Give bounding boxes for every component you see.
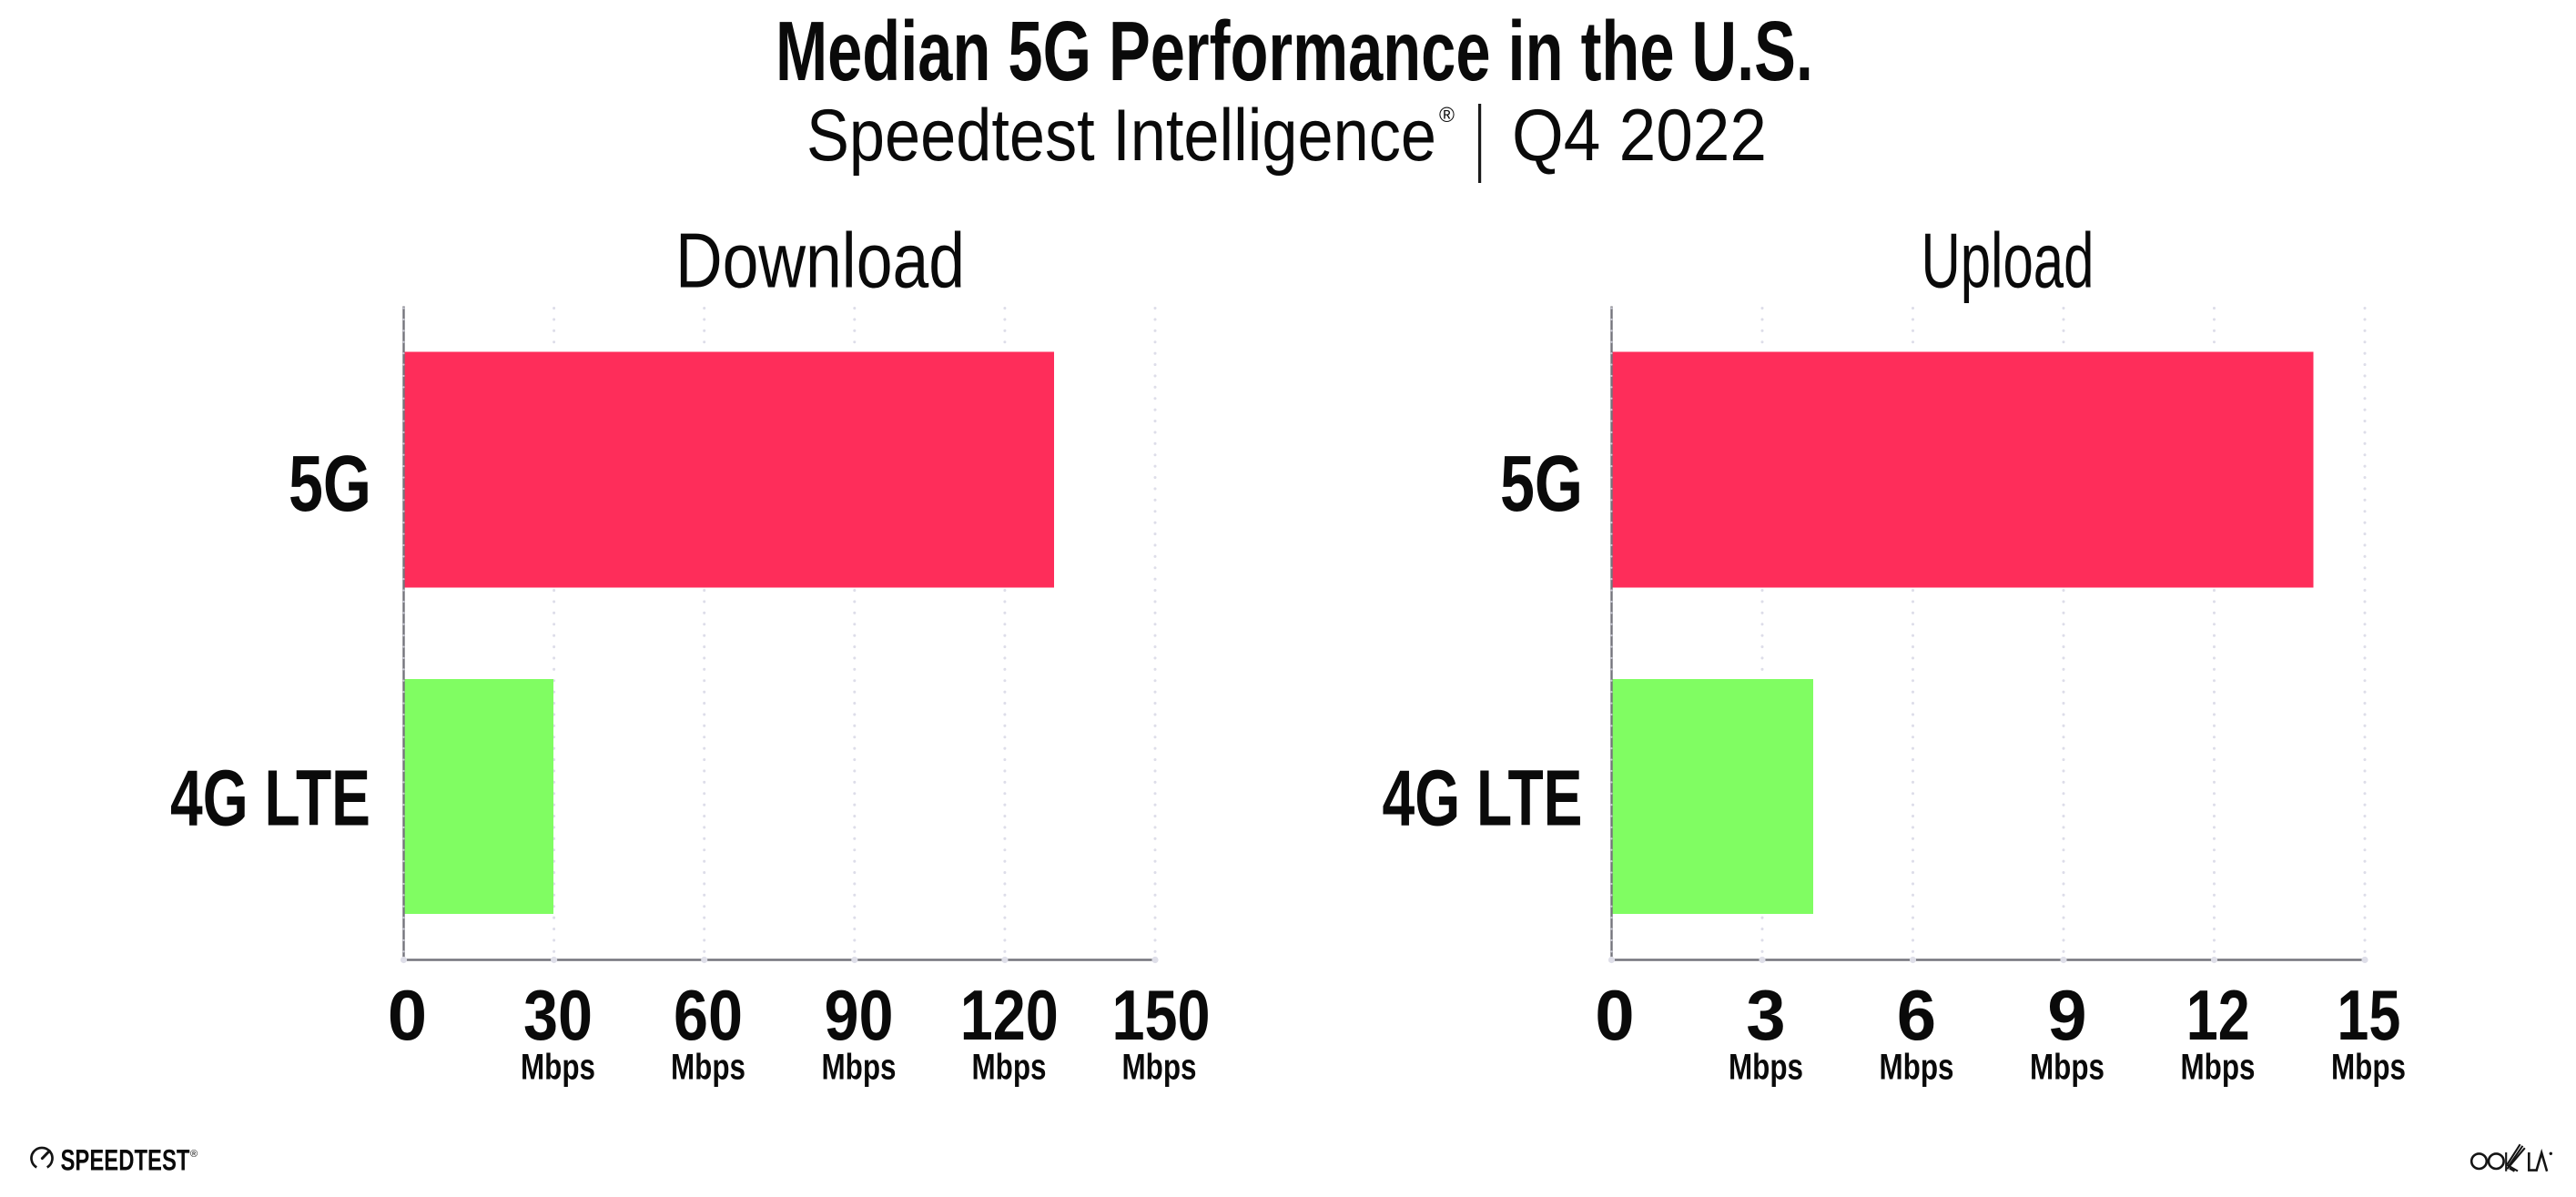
svg-text:Download: Download <box>675 218 965 305</box>
svg-text:Mbps: Mbps <box>822 1048 897 1088</box>
svg-text:Mbps: Mbps <box>1880 1048 1954 1088</box>
svg-text:®: ® <box>1439 103 1455 127</box>
svg-text:Mbps: Mbps <box>2331 1048 2406 1088</box>
svg-text:4G LTE: 4G LTE <box>1383 755 1583 843</box>
svg-text:Mbps: Mbps <box>1122 1048 1197 1088</box>
svg-text:5G: 5G <box>289 440 371 528</box>
svg-text:60: 60 <box>674 975 743 1055</box>
svg-text:Median 5G Performance in the U: Median 5G Performance in the U.S. <box>776 4 1813 98</box>
svg-text:30: 30 <box>523 975 593 1055</box>
svg-text:Speedtest Intelligence: Speedtest Intelligence <box>806 95 1436 177</box>
svg-text:Mbps: Mbps <box>2030 1048 2104 1088</box>
svg-text:6: 6 <box>1897 975 1936 1055</box>
svg-text:9: 9 <box>2047 975 2086 1055</box>
svg-text:Mbps: Mbps <box>521 1048 595 1088</box>
svg-text:150: 150 <box>1112 975 1211 1055</box>
svg-text:90: 90 <box>825 975 894 1055</box>
svg-text:120: 120 <box>960 975 1059 1055</box>
svg-text:Mbps: Mbps <box>972 1048 1047 1088</box>
svg-text:Q4 2022: Q4 2022 <box>1512 95 1767 177</box>
svg-text:5G: 5G <box>1500 440 1583 528</box>
svg-text:®: ® <box>190 1149 198 1160</box>
svg-text:15: 15 <box>2337 975 2400 1055</box>
svg-text:4G LTE: 4G LTE <box>170 755 370 843</box>
svg-text:0: 0 <box>1595 975 1634 1055</box>
svg-text:Mbps: Mbps <box>1729 1048 1803 1088</box>
svg-text:Upload: Upload <box>1922 218 2094 305</box>
svg-text:3: 3 <box>1746 975 1785 1055</box>
svg-text:Mbps: Mbps <box>2181 1048 2256 1088</box>
svg-text:Mbps: Mbps <box>671 1048 745 1088</box>
svg-text:0: 0 <box>388 975 427 1055</box>
svg-text:SPEEDTEST: SPEEDTEST <box>61 1143 190 1176</box>
svg-text:12: 12 <box>2186 975 2250 1055</box>
